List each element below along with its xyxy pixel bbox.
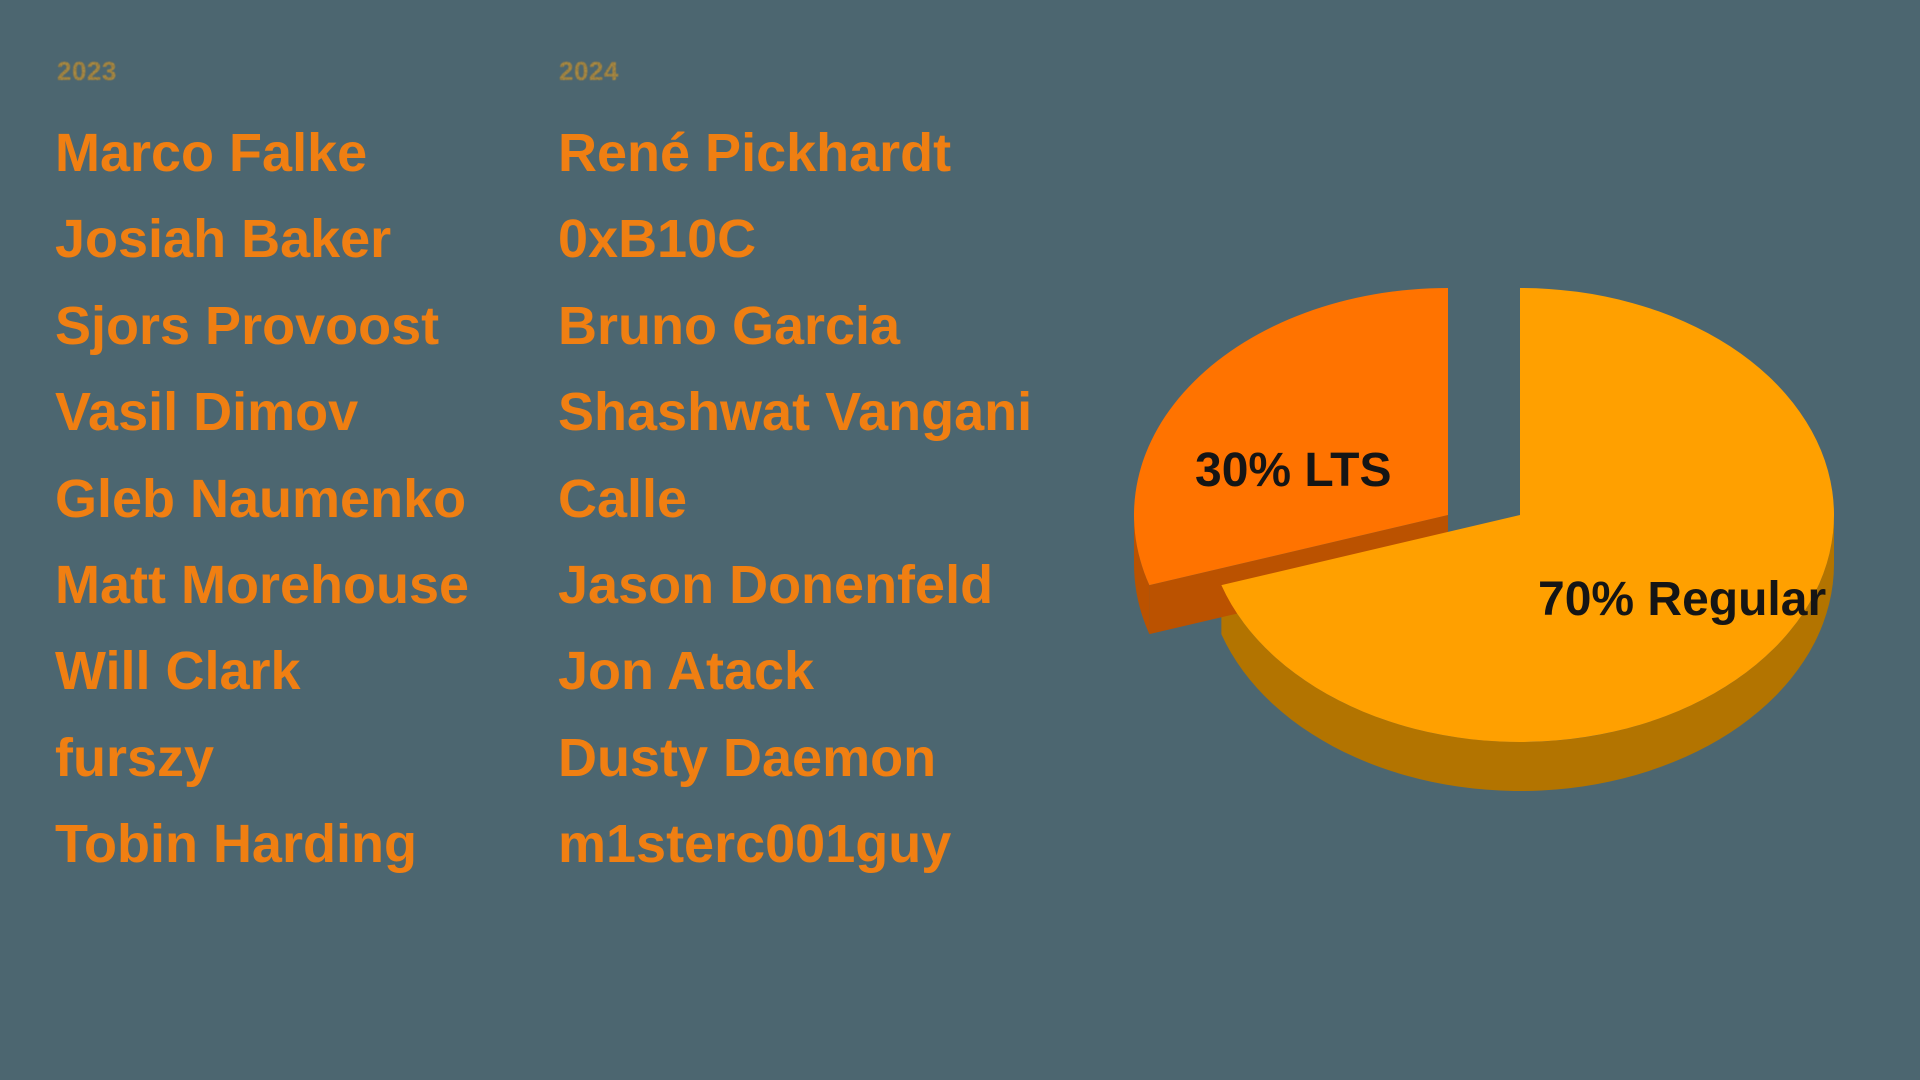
svg-text:70% Regular: 70% Regular <box>1538 573 1826 626</box>
svg-text:30% LTS: 30% LTS <box>1195 444 1392 497</box>
